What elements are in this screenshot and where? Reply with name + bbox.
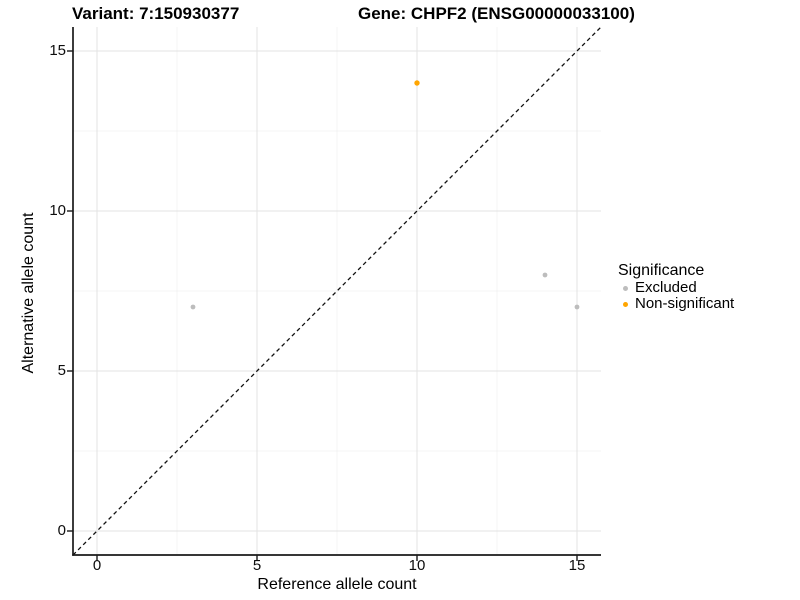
minor-gridlines — [73, 27, 601, 555]
non-significant-dot-icon — [623, 301, 628, 307]
legend-item-non-significant: Non-significant — [612, 296, 734, 312]
identity-line — [72, 26, 602, 556]
x-tick-label: 15 — [568, 557, 586, 574]
data-point — [574, 304, 580, 310]
plot-title-variant: Variant: 7:150930377 — [72, 4, 240, 23]
series-non-significant — [414, 80, 420, 86]
y-tick-label: 10 — [49, 202, 66, 219]
data-point — [190, 304, 196, 310]
x-tick-label: 5 — [252, 557, 262, 574]
x-tick-label: 0 — [92, 557, 102, 574]
legend-item-label: Non-significant — [635, 295, 735, 312]
y-tick-label: 5 — [57, 362, 66, 379]
plot-title-gene: Gene: CHPF2 (ENSG00000033100) — [358, 4, 635, 23]
x-tick-label: 10 — [408, 557, 426, 574]
tick-marks — [67, 50, 578, 561]
legend-item-excluded: Excluded — [612, 280, 734, 296]
major-gridlines — [73, 27, 601, 555]
series-excluded — [190, 272, 580, 310]
legend-item-label: Excluded — [635, 279, 697, 296]
excluded-dot-icon — [623, 285, 628, 291]
x-axis-title: Reference allele count — [257, 576, 417, 593]
data-point — [414, 80, 420, 86]
y-axis-title: Alternative allele count — [20, 212, 37, 374]
y-tick-label: 0 — [57, 522, 66, 539]
data-point — [542, 272, 548, 278]
legend-title: Significance — [618, 262, 705, 279]
axis-lines — [72, 27, 601, 556]
y-tick-label: 15 — [49, 42, 66, 59]
legend: Significance Excluded Non-significant — [612, 261, 734, 312]
